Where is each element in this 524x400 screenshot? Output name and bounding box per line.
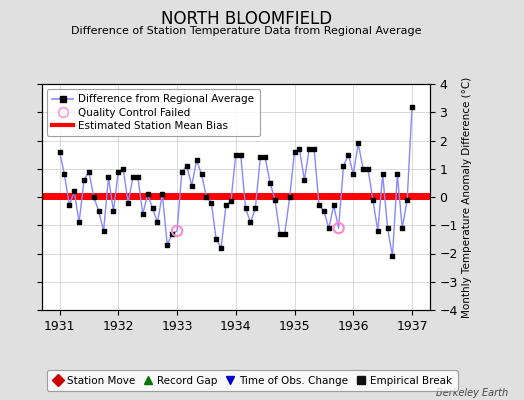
- Point: [315, 202, 323, 209]
- Point: [227, 198, 235, 204]
- Point: [75, 219, 83, 226]
- Point: [192, 157, 201, 164]
- Y-axis label: Monthly Temperature Anomaly Difference (°C): Monthly Temperature Anomaly Difference (…: [462, 76, 472, 318]
- Point: [198, 171, 206, 178]
- Point: [158, 191, 167, 197]
- Text: Berkeley Earth: Berkeley Earth: [436, 388, 508, 398]
- Point: [242, 205, 250, 212]
- Point: [109, 208, 117, 214]
- Point: [305, 146, 313, 152]
- Point: [330, 202, 338, 209]
- Point: [290, 149, 299, 155]
- Point: [374, 228, 382, 234]
- Point: [261, 154, 269, 161]
- Point: [280, 230, 289, 237]
- Point: [129, 174, 137, 180]
- Point: [70, 188, 79, 194]
- Point: [295, 146, 303, 152]
- Point: [398, 225, 407, 231]
- Point: [344, 152, 353, 158]
- Point: [369, 197, 377, 203]
- Point: [85, 168, 93, 175]
- Point: [286, 194, 294, 200]
- Point: [310, 146, 318, 152]
- Point: [90, 194, 98, 200]
- Point: [300, 177, 309, 183]
- Point: [124, 200, 132, 206]
- Point: [212, 236, 221, 242]
- Point: [188, 182, 196, 189]
- Point: [359, 166, 367, 172]
- Point: [217, 245, 225, 251]
- Point: [178, 168, 186, 175]
- Point: [364, 166, 372, 172]
- Point: [354, 140, 363, 146]
- Point: [148, 205, 157, 212]
- Point: [100, 228, 108, 234]
- Point: [384, 225, 392, 231]
- Point: [173, 228, 181, 234]
- Text: Difference of Station Temperature Data from Regional Average: Difference of Station Temperature Data f…: [71, 26, 421, 36]
- Point: [393, 171, 401, 178]
- Point: [119, 166, 127, 172]
- Text: NORTH BLOOMFIELD: NORTH BLOOMFIELD: [161, 10, 332, 28]
- Point: [144, 191, 152, 197]
- Point: [104, 174, 113, 180]
- Point: [134, 174, 142, 180]
- Legend: Difference from Regional Average, Quality Control Failed, Estimated Station Mean: Difference from Regional Average, Qualit…: [47, 89, 259, 136]
- Point: [408, 104, 416, 110]
- Point: [80, 177, 88, 183]
- Point: [266, 180, 274, 186]
- Point: [251, 205, 259, 212]
- Point: [202, 194, 211, 200]
- Point: [94, 208, 103, 214]
- Point: [114, 168, 123, 175]
- Point: [222, 202, 230, 209]
- Point: [276, 230, 284, 237]
- Point: [246, 219, 255, 226]
- Point: [232, 152, 240, 158]
- Point: [340, 163, 348, 169]
- Legend: Station Move, Record Gap, Time of Obs. Change, Empirical Break: Station Move, Record Gap, Time of Obs. C…: [47, 370, 457, 391]
- Point: [324, 225, 333, 231]
- Point: [139, 211, 147, 217]
- Point: [154, 219, 162, 226]
- Point: [236, 152, 245, 158]
- Point: [65, 202, 73, 209]
- Point: [207, 200, 215, 206]
- Point: [256, 154, 265, 161]
- Point: [349, 171, 357, 178]
- Point: [320, 208, 328, 214]
- Point: [60, 171, 69, 178]
- Point: [56, 149, 64, 155]
- Point: [168, 230, 177, 237]
- Point: [388, 253, 397, 260]
- Point: [378, 171, 387, 178]
- Point: [403, 197, 411, 203]
- Point: [334, 225, 343, 231]
- Point: [163, 242, 171, 248]
- Point: [183, 163, 191, 169]
- Point: [271, 197, 279, 203]
